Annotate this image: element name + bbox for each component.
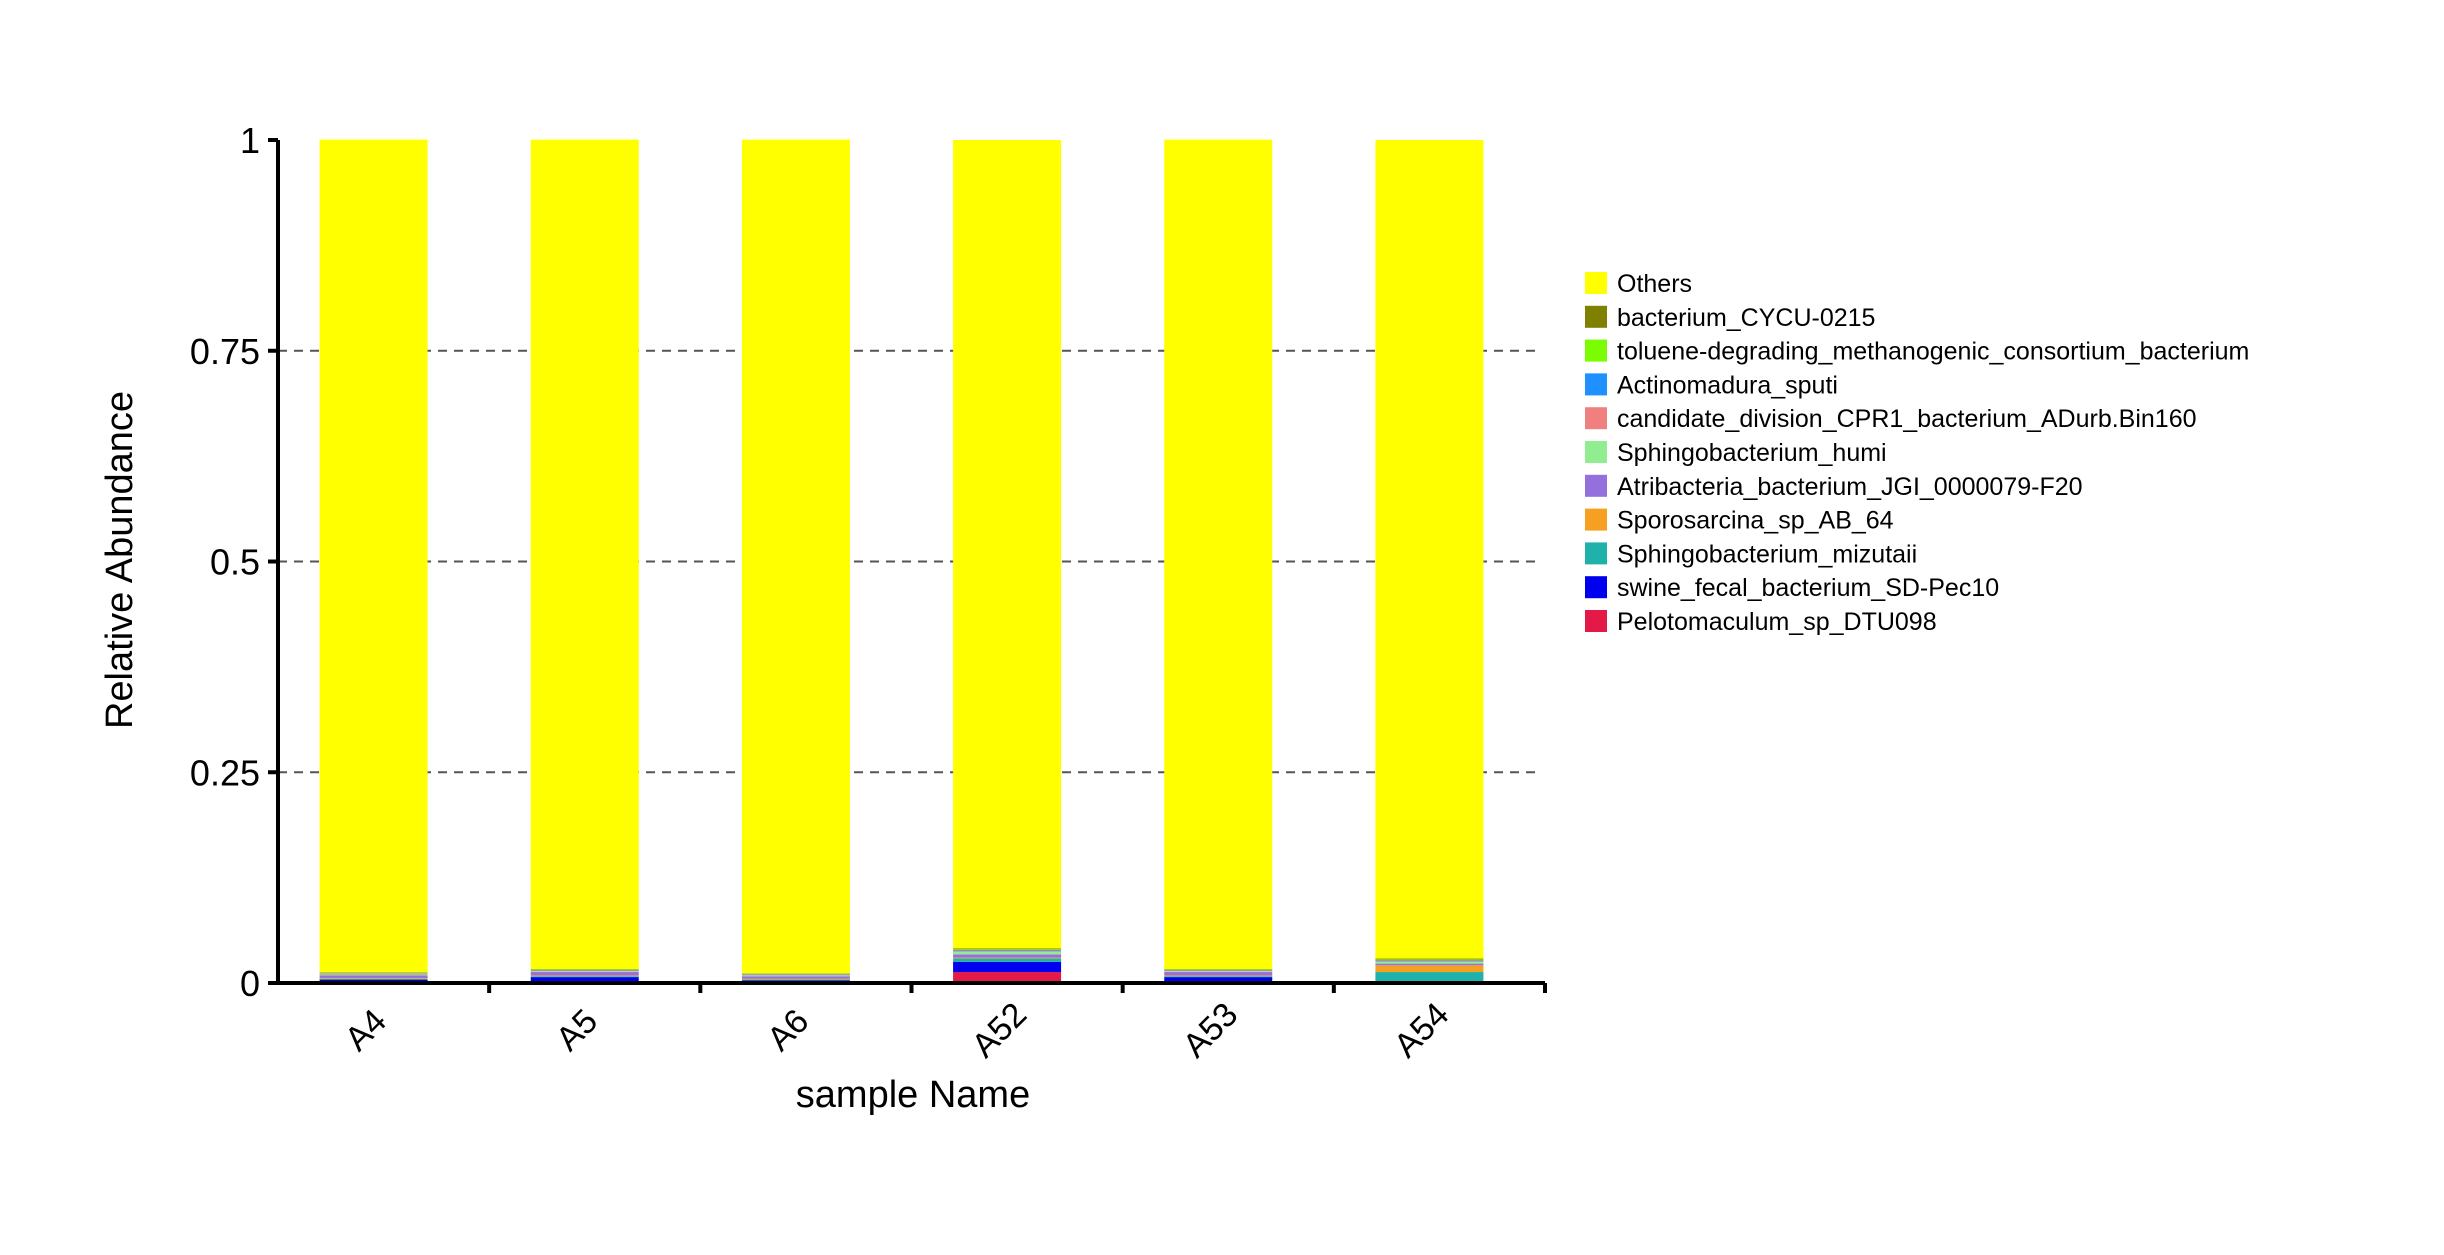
bar-segment (742, 976, 850, 979)
legend-swatch (1585, 542, 1607, 564)
y-tick-label: 1 (240, 120, 260, 161)
bar-segment (1164, 972, 1272, 975)
bar-segment (742, 975, 850, 976)
legend-swatch (1585, 407, 1607, 429)
bar-segment (320, 978, 428, 979)
x-ticks: A4 A5 A6 A52 A53 A54 (338, 983, 1545, 1065)
bar-segment (1164, 975, 1272, 976)
bar-segment (320, 979, 428, 980)
bar-segment (320, 975, 428, 976)
y-tick-label: 0.5 (210, 542, 260, 583)
legend-swatch (1585, 475, 1607, 497)
bar-segment (531, 971, 639, 972)
legend-swatch (1585, 610, 1607, 632)
bar-segment (953, 948, 1061, 949)
bar-segment (953, 952, 1061, 955)
grid-lines (278, 351, 1540, 773)
bar-segment (531, 976, 639, 977)
bar-segment (531, 972, 639, 975)
bar-segment (1164, 971, 1272, 972)
bar-segment (953, 950, 1061, 951)
x-tick-label: A53 (1176, 995, 1246, 1065)
bar-segment (1375, 972, 1483, 981)
bar-segment (742, 980, 850, 981)
bar-segment (1164, 970, 1272, 971)
bar-segment (953, 140, 1061, 948)
bar-segment (1375, 964, 1483, 966)
legend-swatch (1585, 441, 1607, 463)
bar-segment (1375, 959, 1483, 960)
legend-label: bacterium_CYCU-0215 (1617, 304, 1875, 332)
bar-segment (953, 951, 1061, 952)
legend-swatch (1585, 272, 1607, 294)
legend: Others bacterium_CYCU-0215 toluene-degradi… (1585, 270, 2249, 636)
bar-segment (953, 959, 1061, 962)
bar-segment (1375, 965, 1483, 972)
legend-label: candidate_division_CPR1_bacterium_ADurb.… (1617, 405, 2197, 433)
legend-swatch (1585, 576, 1607, 598)
bar-segment (1164, 976, 1272, 977)
legend-swatch (1585, 509, 1607, 531)
y-tick-label: 0 (240, 963, 260, 1004)
bar-segment (320, 975, 428, 978)
y-axis-title: Relative Abundance (99, 391, 141, 729)
bar-segment (531, 975, 639, 976)
y-ticks: 0 0.25 0.5 0.75 1 (190, 120, 278, 1004)
x-axis-title: sample Name (796, 1074, 1030, 1116)
legend-swatch (1585, 340, 1607, 362)
bar-segment (1164, 140, 1272, 970)
bar-segment (1375, 959, 1483, 960)
bar-segment (1375, 960, 1483, 961)
legend-label: Sphingobacterium_humi (1617, 439, 1887, 467)
y-tick-label: 0.75 (190, 331, 260, 372)
legend-label: swine_fecal_bacterium_SD-Pec10 (1617, 574, 1999, 602)
legend-label: Sporosarcina_sp_AB_64 (1617, 507, 1894, 535)
legend-label: Atribacteria_bacterium_JGI_0000079-F20 (1617, 473, 2083, 501)
y-tick-label: 0.25 (190, 752, 260, 793)
legend-label: Others (1617, 270, 1692, 298)
legend-label: Pelotomaculum_sp_DTU098 (1617, 608, 1937, 636)
bar-segment (742, 979, 850, 980)
legend-label: toluene-degrading_methanogenic_consortiu… (1617, 338, 2249, 366)
x-tick-label: A4 (338, 1002, 394, 1058)
bar-segment (742, 975, 850, 976)
legend-label: Actinomadura_sputi (1617, 371, 1838, 399)
bar-segment (1375, 962, 1483, 964)
bar-segment (1375, 961, 1483, 962)
bar-segment (320, 140, 428, 973)
bar-segment (953, 962, 1061, 972)
bar-segment (531, 970, 639, 971)
bar-segment (953, 949, 1061, 950)
legend-swatch (1585, 306, 1607, 328)
x-tick-label: A6 (760, 1002, 816, 1058)
bar-segment (742, 140, 850, 974)
bar-segment (531, 140, 639, 970)
bar-segment (953, 954, 1061, 957)
x-tick-label: A52 (964, 995, 1034, 1065)
bar-segment (1375, 140, 1483, 959)
legend-swatch (1585, 373, 1607, 395)
legend-label: Sphingobacterium_mizutaii (1617, 540, 1917, 568)
x-tick-label: A5 (549, 1002, 605, 1058)
x-tick-label: A54 (1387, 995, 1457, 1065)
bar-segment (320, 974, 428, 975)
bar-segment (953, 958, 1061, 959)
